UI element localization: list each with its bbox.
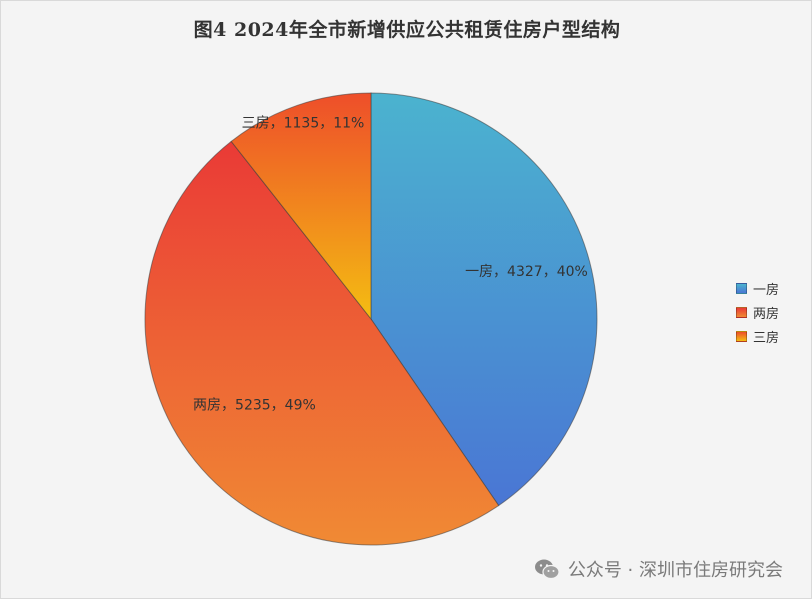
chart-title: 图4 2024年全市新增供应公共租赁住房户型结构 [193,19,621,41]
pie-slice-3br[interactable] [230,92,372,321]
pie-slices [144,92,598,546]
wechat-icon [534,559,560,580]
data-label-2br: 两房，5235，49% [193,398,316,414]
pie-slice-2br[interactable] [144,140,500,546]
watermark: 公众号 · 深圳市住房研究会 [534,556,783,582]
legend-swatch-2br [736,306,747,318]
legend-label-1br: 一房 [753,282,780,298]
legend-item-2br[interactable]: 两房 [736,301,779,323]
legend-swatch-3br [736,330,747,342]
pie-data-labels: 一房，4327，40% 两房，5235，49% 三房，1135，11% [193,116,588,414]
legend-label-3br: 三房 [753,330,780,346]
legend-item-3br[interactable]: 三房 [736,325,779,347]
legend-item-1br[interactable]: 一房 [736,277,779,299]
legend-swatch-1br [736,282,747,294]
chart-legend: 一房 两房 三房 [736,277,779,349]
pie-slice-1br[interactable] [370,92,598,507]
legend-label-2br: 两房 [753,306,780,322]
watermark-text: 公众号 · 深圳市住房研究会 [567,560,783,581]
data-label-1br: 一房，4327，40% [465,264,588,280]
data-label-3br: 三房，1135，11% [242,116,365,132]
